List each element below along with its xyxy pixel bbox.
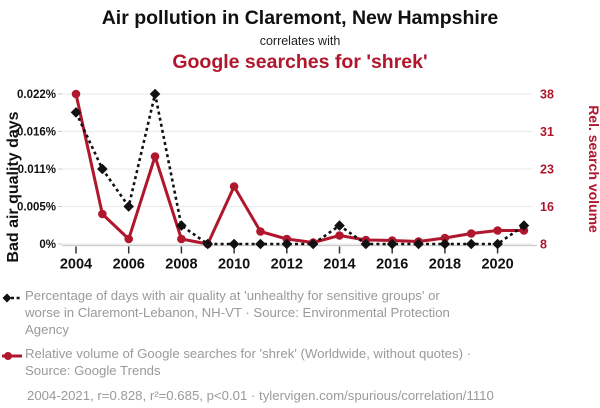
svg-text:2006: 2006: [113, 257, 145, 273]
svg-text:38: 38: [540, 88, 554, 102]
svg-text:Bad air quality days: Bad air quality days: [5, 111, 22, 262]
svg-text:23: 23: [540, 163, 554, 177]
chart-title: Air pollution in Claremont, New Hampshir…: [101, 7, 499, 29]
svg-text:2018: 2018: [429, 257, 461, 273]
chart-subtitle: correlates with: [259, 34, 341, 49]
svg-text:31: 31: [540, 125, 554, 139]
chart-area: 0.022% 38 0.016% 31 0.011% 23 0.005% 16 0% 8 2004 2…: [0, 78, 600, 285]
diamond-dashed-marker-icon: [2, 292, 22, 309]
chart-title-secondary: Google searches for 'shrek': [172, 51, 428, 74]
line-dot-marker-icon: [2, 350, 22, 367]
legend-label-air-quality: Percentage of days with air quality at '…: [25, 288, 450, 337]
legend-label-shrek-searches: Relative volume of Google searches for '…: [25, 346, 472, 379]
svg-text:Rel. search volume: Rel. search volume: [586, 105, 600, 233]
svg-text:0%: 0%: [39, 239, 56, 251]
svg-text:2020: 2020: [481, 257, 513, 273]
svg-text:2016: 2016: [376, 257, 408, 273]
svg-text:2004: 2004: [60, 257, 92, 273]
legend-block: Percentage of days with air quality at '…: [0, 285, 600, 403]
svg-text:2014: 2014: [323, 257, 355, 273]
legend-series-air-quality: Percentage of days with air quality at '…: [2, 288, 592, 338]
svg-text:16: 16: [540, 200, 554, 214]
correlation-line-chart: 0.022% 38 0.016% 31 0.011% 23 0.005% 16 0% 8 2004 2…: [5, 88, 600, 273]
svg-text:0.011%: 0.011%: [18, 164, 56, 176]
svg-text:0.016%: 0.016%: [17, 127, 56, 139]
svg-text:2008: 2008: [165, 257, 197, 273]
svg-text:0.005%: 0.005%: [17, 202, 56, 214]
svg-text:8: 8: [540, 238, 547, 252]
chart-header: Air pollution in Claremont, New Hampshir…: [0, 0, 600, 78]
svg-text:2010: 2010: [218, 257, 250, 273]
footer-stats: 2004-2021, r=0.828, r²=0.685, p<0.01 · t…: [27, 387, 494, 403]
svg-text:0.022%: 0.022%: [17, 89, 56, 101]
legend-series-shrek-searches: Relative volume of Google searches for '…: [2, 346, 592, 380]
svg-text:2012: 2012: [271, 257, 303, 273]
